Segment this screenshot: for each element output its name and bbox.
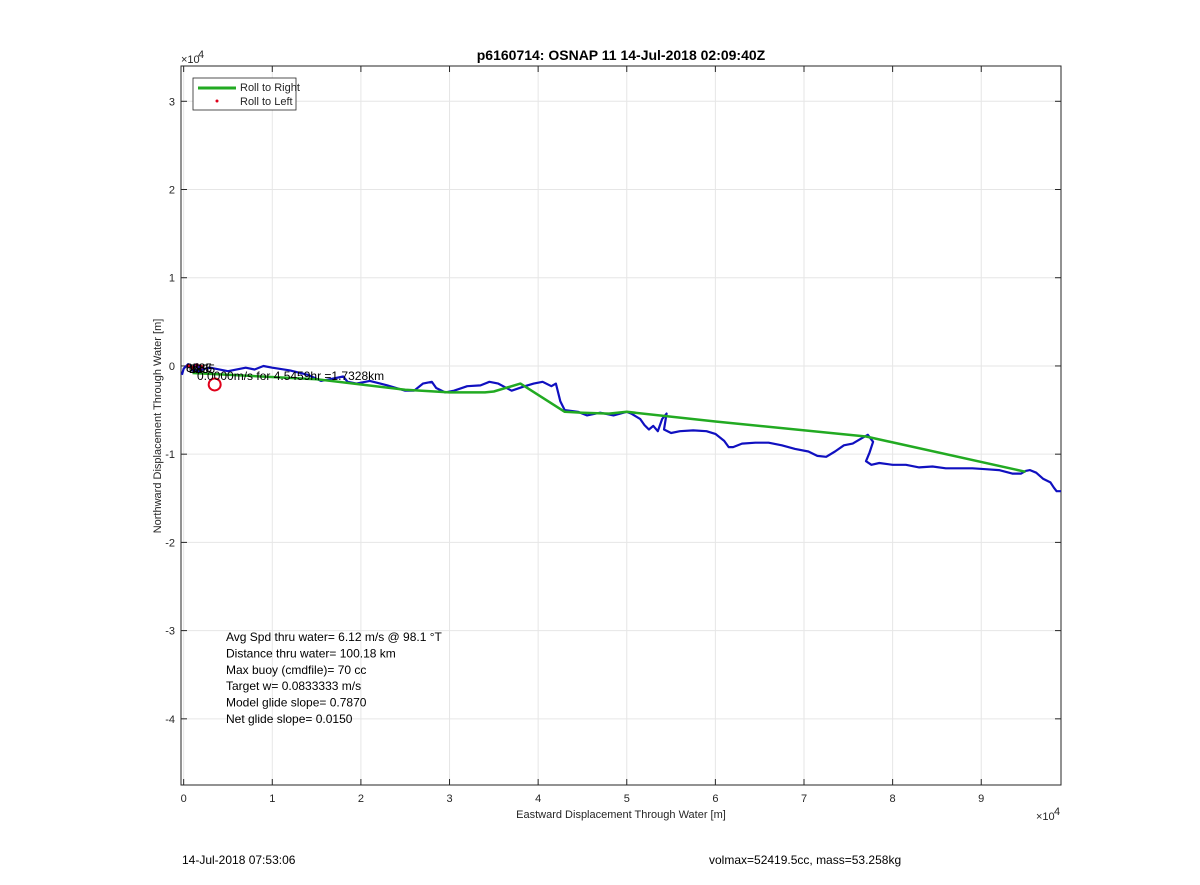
series-roll-to-left-point bbox=[186, 364, 190, 368]
start-circle-marker bbox=[207, 377, 222, 392]
x-tick-label: 3 bbox=[446, 793, 452, 805]
start-label: 235 bbox=[192, 361, 212, 375]
x-tick-label: 8 bbox=[890, 793, 896, 805]
series-roll-to-left-point bbox=[190, 365, 195, 370]
start-label: 85 bbox=[186, 361, 200, 375]
stats-block: Avg Spd thru water= 6.12 m/s @ 98.1 °T Di… bbox=[226, 630, 443, 726]
y-tick-label: -1 bbox=[165, 449, 175, 461]
y-tick-label: -3 bbox=[165, 626, 175, 638]
stats-line: Target w= 0.0833333 m/s bbox=[226, 679, 361, 693]
chart-title: p6160714: OSNAP 11 14-Jul-2018 02:09:40Z bbox=[477, 47, 766, 63]
x-tick-label: 4 bbox=[535, 793, 541, 805]
axes-box bbox=[180, 65, 1062, 786]
footer-timestamp: 14-Jul-2018 07:53:06 bbox=[182, 853, 296, 867]
x-tick-label: 7 bbox=[801, 793, 807, 805]
x-tick-label: 9 bbox=[978, 793, 984, 805]
y-tick-label: -2 bbox=[165, 537, 175, 549]
stats-line: Distance thru water= 100.18 km bbox=[226, 646, 396, 660]
legend-roll-left-label: Roll to Left bbox=[240, 96, 293, 108]
track-label: 0.0000m/s for 4.5459hr =1.7328km bbox=[197, 369, 384, 383]
y-tick-label: 0 bbox=[169, 361, 175, 373]
y-tick-label: 1 bbox=[169, 273, 175, 285]
ticks: 0 1 2 3 4 5 6 7 8 9 -4 -3 -2 -1 0 1 2 3 bbox=[165, 66, 1061, 805]
y-tick-label: 2 bbox=[169, 185, 175, 197]
stats-line: Max buoy (cmdfile)= 70 cc bbox=[226, 663, 366, 677]
x-axis-label: Eastward Displacement Through Water [m] bbox=[516, 809, 726, 821]
x-exponent-power: 4 bbox=[1054, 806, 1060, 818]
start-label: 0 bbox=[195, 362, 202, 376]
legend: Roll to Right Roll to Left bbox=[192, 77, 300, 111]
y-exponent-power: 4 bbox=[198, 49, 204, 61]
x-tick-label: 5 bbox=[624, 793, 630, 805]
start-label: 0 bbox=[186, 361, 193, 375]
x-tick-label: 0 bbox=[181, 793, 187, 805]
series-roll-to-left-point bbox=[195, 363, 199, 367]
x-tick-label: 2 bbox=[358, 793, 364, 805]
x-exponent: ×10 4 bbox=[1036, 806, 1060, 823]
y-exponent-base: ×10 bbox=[181, 54, 200, 66]
y-exponent: ×10 4 bbox=[181, 49, 204, 66]
x-tick-label: 6 bbox=[712, 793, 718, 805]
stats-line: Model glide slope= 0.7870 bbox=[226, 696, 367, 710]
stats-line: Net glide slope= 0.0150 bbox=[226, 712, 353, 726]
start-label: 0 bbox=[189, 362, 196, 376]
legend-roll-right-label: Roll to Right bbox=[240, 82, 300, 94]
series-roll-to-left-point bbox=[199, 365, 204, 369]
stats-line: Avg Spd thru water= 6.12 m/s @ 98.1 °T bbox=[226, 630, 443, 644]
legend-box bbox=[192, 77, 297, 111]
series-roll-to-right-line bbox=[192, 371, 1026, 474]
footer-volmax: volmax=52419.5cc, mass=53.258kg bbox=[709, 853, 902, 867]
start-label: 235 bbox=[189, 362, 209, 376]
y-tick-label: 3 bbox=[169, 96, 175, 108]
legend-roll-left-swatch bbox=[215, 99, 219, 103]
y-tick-label: -4 bbox=[165, 714, 175, 726]
series-track-line bbox=[180, 363, 1061, 493]
x-tick-label: 1 bbox=[269, 793, 275, 805]
series bbox=[180, 363, 1061, 493]
grid bbox=[181, 66, 1061, 785]
y-axis-label: Northward Displacement Through Water [m] bbox=[152, 319, 164, 534]
start-label: 68 bbox=[192, 361, 206, 375]
x-exponent-base: ×10 bbox=[1036, 811, 1055, 823]
start-label: 235 bbox=[195, 362, 215, 376]
